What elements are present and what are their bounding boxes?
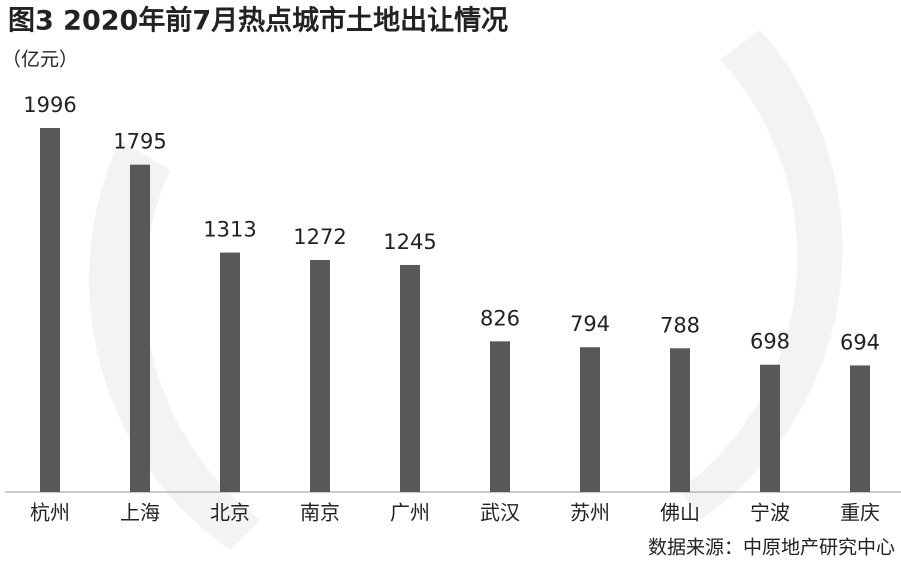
bar — [580, 347, 600, 492]
value-label: 1996 — [23, 93, 76, 117]
bar — [760, 364, 780, 492]
source-note: 数据来源：中原地产研究中心 — [648, 537, 895, 559]
x-tick-label: 苏州 — [570, 501, 610, 525]
chart-title: 图3 2020年前7月热点城市土地出让情况 — [8, 5, 508, 37]
value-label: 788 — [660, 313, 700, 337]
value-label: 826 — [480, 306, 520, 330]
x-tick-label: 北京 — [210, 501, 250, 525]
x-tick-label: 广州 — [390, 501, 430, 525]
bar — [220, 252, 240, 492]
value-label: 1272 — [293, 225, 346, 249]
x-tick-label: 佛山 — [660, 501, 700, 525]
value-label: 1313 — [203, 218, 256, 242]
unit-label: （亿元） — [2, 49, 78, 71]
bar — [400, 264, 420, 492]
value-label: 1795 — [113, 130, 166, 154]
bar — [490, 341, 510, 492]
watermark — [680, 30, 843, 520]
bar — [130, 164, 150, 492]
value-label: 794 — [570, 312, 610, 336]
bar — [40, 128, 60, 492]
x-tick-label: 杭州 — [30, 501, 70, 525]
bar — [670, 348, 690, 492]
value-label: 694 — [840, 330, 880, 354]
bar — [850, 365, 870, 492]
x-tick-label: 宁波 — [750, 501, 790, 525]
x-tick-label: 上海 — [120, 501, 160, 525]
x-tick-label: 重庆 — [840, 501, 880, 525]
x-tick-label: 南京 — [300, 501, 340, 525]
value-label: 1245 — [383, 230, 436, 254]
value-label: 698 — [750, 330, 790, 354]
bar — [310, 260, 330, 492]
x-tick-label: 武汉 — [480, 501, 520, 525]
